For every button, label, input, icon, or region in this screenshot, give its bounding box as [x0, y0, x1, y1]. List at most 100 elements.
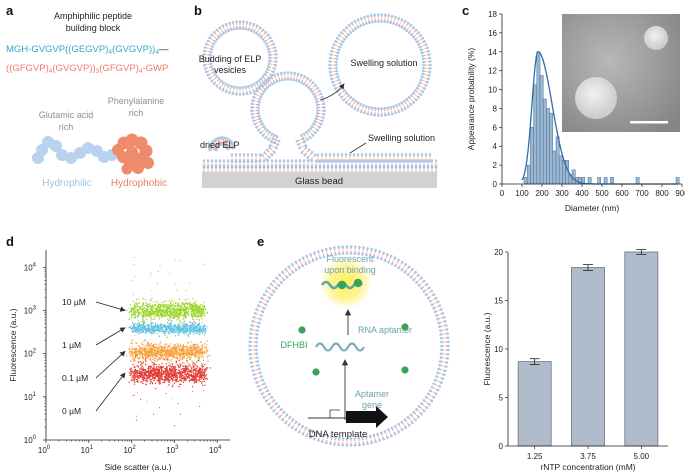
x-tick-label-0: 1.25 — [527, 452, 543, 461]
histogram-bar-23 — [635, 177, 640, 185]
hydrophobic-label: Hydrophobic — [111, 178, 167, 189]
y-tick-label-9: 18 — [488, 10, 497, 19]
budding-label-1: Budding of ELP — [199, 54, 262, 64]
cluster-3 — [128, 321, 211, 427]
bar-1 — [571, 267, 605, 447]
y-tick-label-0: 0 — [499, 442, 504, 451]
dna-template-label: DNA template — [309, 429, 368, 440]
x-tick-label-6: 600 — [615, 189, 629, 198]
hydrophobic-chain-icon — [112, 133, 154, 175]
glutamic-label-2: rich — [59, 122, 74, 132]
x-tick-label-3: 103 — [166, 445, 179, 455]
glass-bead-label: Glass bead — [295, 176, 343, 187]
histogram-chart: 0 100 200 300 400 500 600 700 800 900 0 2 4 6 8 10 12 14 1… — [466, 10, 685, 213]
y-tick-label-0: 0 — [493, 180, 498, 189]
rntp-bar-chart: 1.25 3.75 5.00 0 5 10 15 20 rNTP concentration (… — [482, 248, 668, 472]
x-tick-label-0: 100 — [38, 445, 51, 455]
gene-arrow-icon — [346, 406, 388, 428]
upper-sheet — [316, 153, 432, 163]
x-tick-label-5: 500 — [595, 189, 609, 198]
histogram-bar-10 — [555, 136, 560, 185]
y-tick-label-3: 6 — [493, 123, 498, 132]
y-tick-label-2: 10 — [494, 345, 503, 354]
em-image-inset — [562, 14, 680, 132]
glutamic-label-1: Glutamic acid — [39, 110, 94, 120]
histogram-bar-7 — [546, 108, 550, 185]
dfhbi-label: DFHBI — [281, 340, 308, 350]
y-tick-label-0: 100 — [24, 435, 37, 445]
x-tick-label-7: 700 — [635, 189, 649, 198]
panel-a-label: a — [6, 3, 14, 18]
histogram-bar-1 — [526, 164, 531, 185]
x-tick-label-2: 5.00 — [634, 452, 650, 461]
x-tick-label-1: 100 — [515, 189, 529, 198]
conc-arrow-1 — [95, 327, 126, 346]
panel-a: a Amphiphilic peptide building block MGH… — [6, 3, 169, 189]
histogram-bar-4 — [536, 51, 541, 185]
budding-vesicle — [250, 71, 326, 145]
histogram-bar-3 — [533, 84, 538, 185]
conc-label-0: 10 µM — [62, 297, 86, 307]
building-block-title-1: Amphiphilic peptide — [54, 11, 132, 21]
conc-label-3: 0 µM — [62, 406, 81, 416]
x-tick-label-1: 101 — [81, 445, 94, 455]
histogram-bar-24 — [675, 177, 680, 185]
budding-neck-right — [295, 137, 317, 162]
y-tick-label-4: 20 — [494, 248, 503, 257]
histogram-bar-11 — [558, 155, 563, 185]
giant-vesicle-membrane — [248, 245, 450, 447]
x-axis-title: Side scatter (a.u.) — [104, 462, 171, 472]
conc-arrow-3 — [95, 372, 126, 412]
rna-aptamer-icon — [315, 342, 365, 352]
x-tick-label-4: 400 — [575, 189, 589, 198]
histogram-bar-19 — [587, 177, 592, 185]
x-axis-title: Diameter (nm) — [565, 203, 619, 213]
promoter-icon — [329, 409, 340, 418]
x-tick-label-8: 800 — [655, 189, 669, 198]
phenylalanine-label-1: Phenylalanine — [108, 96, 165, 106]
y-tick-label-3: 15 — [494, 297, 503, 306]
hydrophilic-label: Hydrophilic — [42, 178, 91, 189]
cluster-1 — [128, 275, 208, 383]
membrane-drawing — [202, 13, 438, 174]
x-tick-label-2: 200 — [535, 189, 549, 198]
y-tick-label-5: 10 — [488, 86, 497, 95]
vesicle-schematic — [248, 245, 450, 447]
y-axis-title: Fluorescence (a.u.) — [482, 312, 492, 385]
conc-arrow-0 — [95, 301, 126, 312]
left-bump — [208, 136, 236, 152]
free-dfhbi-4 — [401, 366, 409, 374]
conc-arrow-2 — [95, 350, 126, 379]
aptamer-gene-label-1: Aptamer — [355, 389, 389, 399]
free-dfhbi-3 — [312, 368, 320, 376]
fluorescent-label-2: upon binding — [324, 265, 376, 275]
y-tick-label-1: 101 — [24, 392, 37, 402]
x-axis-title: rNTP concentration (mM) — [540, 462, 635, 472]
y-tick-label-2: 4 — [493, 142, 498, 151]
large-vesicle — [328, 13, 432, 117]
panel-b-label: b — [194, 3, 202, 18]
histogram-bar-0 — [523, 177, 528, 185]
y-tick-label-4: 104 — [24, 262, 37, 272]
y-tick-label-6: 12 — [488, 67, 497, 76]
bound-dfhbi-1 — [337, 280, 347, 290]
panel-e: e Fluorescent upon binding RNA aptamer D… — [248, 234, 668, 472]
y-tick-label-1: 5 — [499, 394, 504, 403]
histogram-bar-8 — [549, 112, 554, 185]
x-tick-label-0: 0 — [500, 189, 505, 198]
scale-bar — [630, 121, 668, 124]
free-dfhbi-2 — [401, 323, 409, 331]
budding-arrow — [319, 83, 345, 101]
panel-b: b Budding of ELP vesicles Swelling solut… — [194, 3, 438, 188]
swelling-label-bottom: Swelling solution — [368, 133, 435, 143]
panel-c-label: c — [462, 3, 469, 18]
y-tick-label-2: 102 — [24, 349, 37, 359]
swelling-pointer — [349, 142, 367, 154]
y-tick-label-8: 16 — [488, 29, 497, 38]
x-tick-label-9: 900 — [675, 189, 685, 198]
glass-bead — [202, 172, 437, 188]
conc-label-1: 1 µM — [62, 340, 81, 350]
bar-2 — [624, 251, 659, 447]
